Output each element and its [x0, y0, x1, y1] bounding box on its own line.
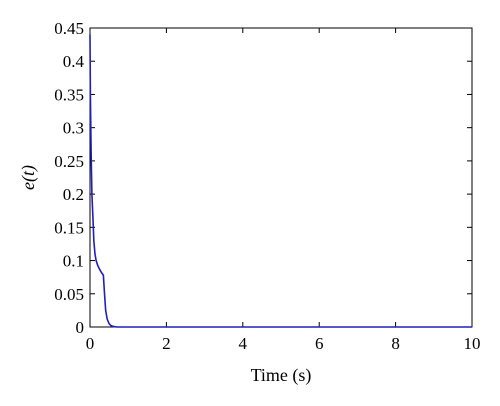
y-tick-label: 0.15: [54, 218, 84, 237]
y-tick-label: 0.1: [63, 252, 84, 271]
y-tick-label: 0.45: [54, 19, 84, 38]
series-line-e: [89, 34, 472, 328]
x-tick-label: 8: [391, 334, 400, 353]
y-tick-label: 0.3: [63, 119, 84, 138]
y-tick-label: 0.05: [54, 285, 84, 304]
y-tick-label: 0.35: [54, 85, 84, 104]
y-tick-label: 0.25: [54, 152, 84, 171]
x-tick-label: 6: [315, 334, 324, 353]
x-tick-label: 10: [464, 334, 481, 353]
plot-frame: [89, 27, 473, 328]
x-tick-label: 2: [162, 334, 171, 353]
x-tick-label: 0: [86, 334, 95, 353]
x-axis-ticks: 0 2 4 6 8 10: [86, 28, 481, 353]
y-axis-label: e(t): [18, 165, 39, 190]
y-axis-ticks: 0 0.05 0.1 0.15 0.2 0.25 0.3 0.35 0.4 0.45: [54, 19, 472, 337]
x-tick-label: 4: [239, 334, 248, 353]
x-axis-label: Time (s): [251, 365, 312, 386]
y-tick-label: 0.2: [63, 185, 84, 204]
y-tick-label: 0: [76, 318, 85, 337]
y-tick-label: 0.4: [63, 52, 85, 71]
